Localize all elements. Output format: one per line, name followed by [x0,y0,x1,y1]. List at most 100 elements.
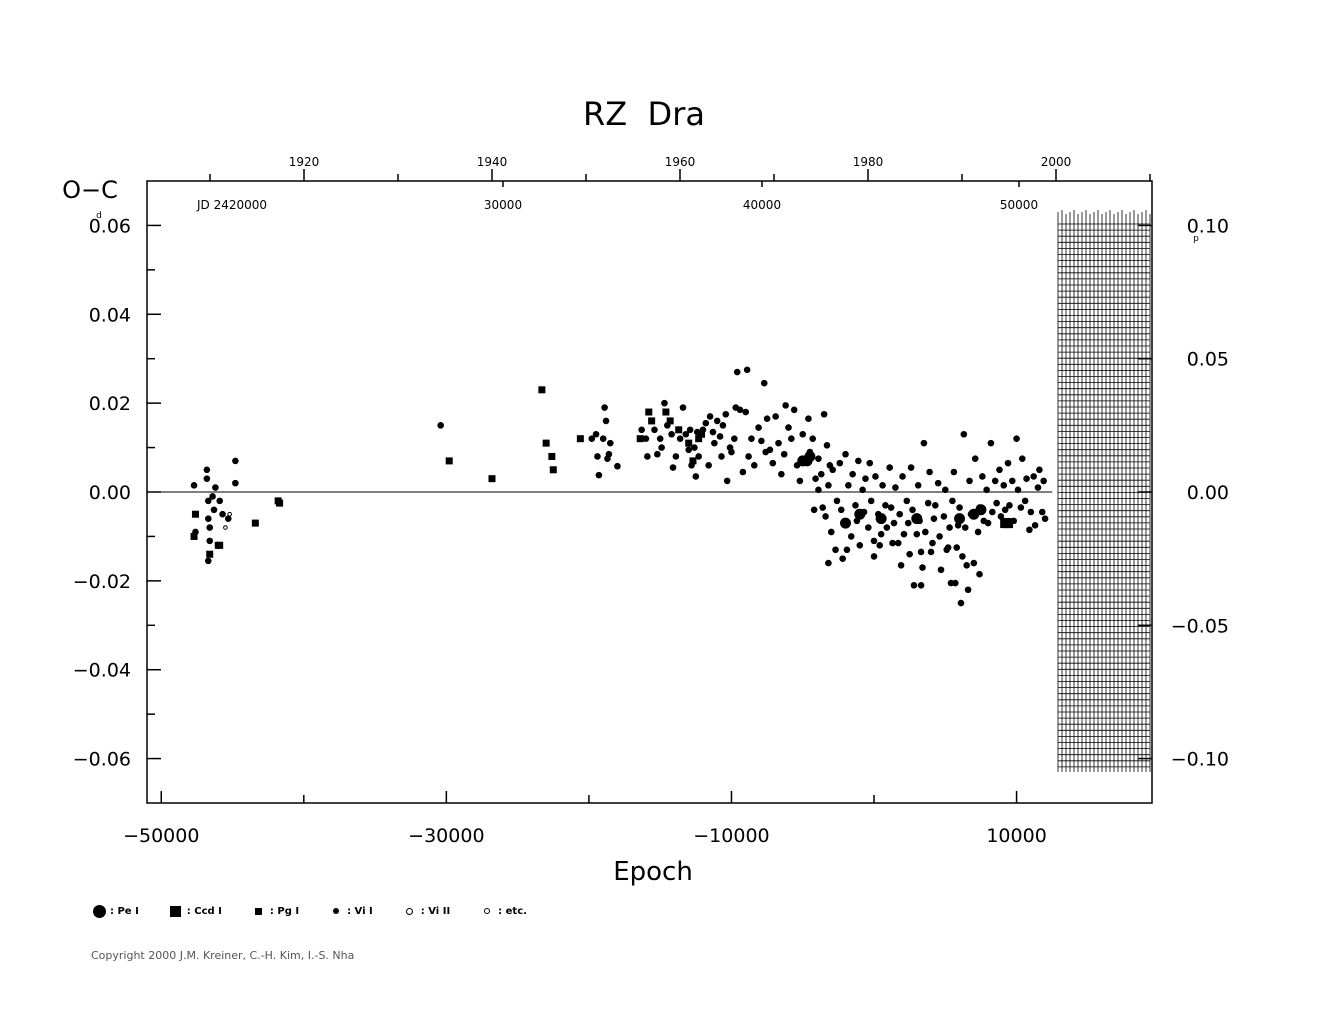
point-vi [947,579,955,587]
point-vi [780,450,788,458]
legend-marker [333,908,340,914]
point-pg [538,386,546,394]
point-vi [606,439,614,447]
point-pg [276,499,284,507]
point-pg [548,452,556,460]
point-pg [190,532,198,540]
jd-tick-label: 50000 [1000,198,1038,212]
legend: : Pe I: Ccd I: Pg I: Vi I: Vi II: etc. [88,902,553,920]
point-vi [592,430,600,438]
point-vi [904,519,912,527]
point-ccd [1003,518,1014,529]
point-vi [815,486,822,494]
legend-symbol [476,908,498,914]
point-vi [882,502,889,509]
y-tick-label: −0.06 [73,749,131,771]
point-vi [705,462,712,469]
point-vi [699,426,707,434]
point-vi [766,446,774,454]
point-vi [859,486,866,494]
point-vi [778,470,785,478]
point-pg [645,408,653,416]
legend-marker [406,907,414,915]
point-vi [758,437,765,445]
point-vi [686,426,694,434]
point-vi [232,457,239,465]
legend-symbol [325,908,347,914]
point-vi [943,546,951,554]
point-vi [907,464,915,471]
point-vi [825,482,832,489]
legend-label: : Pe I [110,905,139,917]
legend-item: : Ccd I [165,905,222,917]
legend-symbol [165,905,187,917]
point-vi [658,444,665,451]
right-tick-label: 0.00 [1187,482,1229,504]
point-vi [843,546,851,554]
point-vi [829,466,836,474]
point-vi [206,524,214,531]
point-vi [833,497,841,505]
point-vi [903,497,911,505]
point-pg [689,457,697,465]
point-pg [191,510,199,518]
point-vi [595,471,603,479]
legend-symbol [88,904,110,918]
point-vi [856,542,864,549]
point-vi [883,524,891,531]
x-axis-label: Epoch [613,857,693,887]
point-vi [692,473,700,480]
point-vi [937,566,945,574]
point-vi [1027,508,1035,516]
point-vi [204,497,212,505]
legend-marker [170,905,182,917]
point-vi [946,524,953,531]
point-vi [936,533,943,540]
point-vi [815,455,822,462]
point-vi [966,477,973,485]
x-tick-label: −10000 [693,825,769,847]
point-vi [987,439,995,447]
point-vi [961,524,969,531]
point-vi [716,433,724,440]
jd-tick-label: JD 2420000 [196,198,267,212]
point-vi [644,453,651,460]
point-pg [662,408,670,416]
point-vi [799,430,807,438]
point-vi [909,506,916,514]
point-vi [867,497,875,505]
data-points [190,366,1049,607]
point-pg [685,439,693,447]
point-vi [739,468,747,476]
y-tick-label: 0.06 [89,215,131,237]
point-vi [745,453,752,460]
legend-label: : Ccd I [186,905,222,917]
point-vi [941,486,949,494]
point-vi [1018,455,1026,462]
point-pg [542,439,550,447]
point-vi [805,415,812,422]
point-vi [788,435,795,442]
point-vi [601,404,608,411]
legend-label: : Pg I [269,905,300,917]
point-vi [960,430,968,438]
point-pg [445,457,453,465]
point-vi [688,462,695,469]
point-vi [922,528,929,536]
point-vi [865,524,872,531]
point-vi [836,459,844,467]
point-vi [917,548,925,556]
point-vi [204,515,212,522]
y-tick-label: 0.00 [89,482,131,504]
point-vi [676,435,684,442]
point-vi [900,530,908,538]
point-vi [956,504,963,511]
point-vi [772,413,779,420]
point-vi [599,435,607,442]
axes: −50000 −30000 −10000 10000 0.06 0.04 0.02 0.00 −… [73,155,1229,847]
point-vi [1014,486,1022,494]
point-vi [887,504,895,511]
y-axis-label: O−C [62,176,118,204]
point-vi [664,422,671,429]
